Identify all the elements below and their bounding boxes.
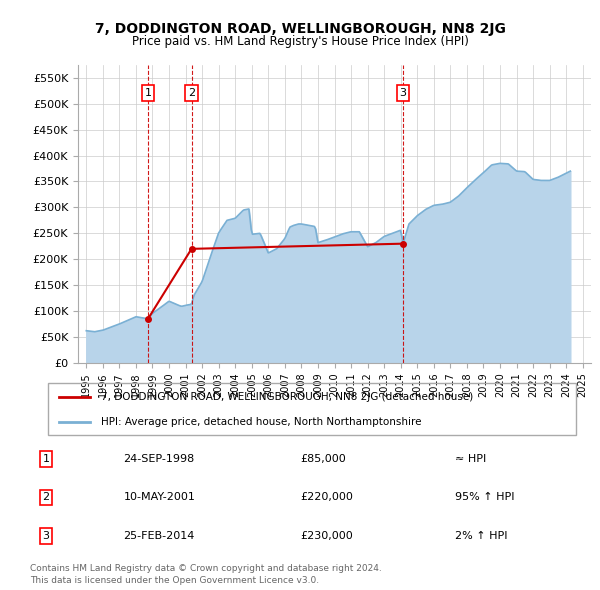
Text: 25-FEB-2014: 25-FEB-2014 xyxy=(124,531,195,541)
Text: 1: 1 xyxy=(43,454,50,464)
Text: 7, DODDINGTON ROAD, WELLINGBOROUGH, NN8 2JG (detached house): 7, DODDINGTON ROAD, WELLINGBOROUGH, NN8 … xyxy=(101,392,473,402)
Text: HPI: Average price, detached house, North Northamptonshire: HPI: Average price, detached house, Nort… xyxy=(101,417,421,427)
Text: £85,000: £85,000 xyxy=(300,454,346,464)
Text: Price paid vs. HM Land Registry's House Price Index (HPI): Price paid vs. HM Land Registry's House … xyxy=(131,35,469,48)
Text: 2: 2 xyxy=(188,88,195,98)
Text: 3: 3 xyxy=(400,88,407,98)
Text: 10-MAY-2001: 10-MAY-2001 xyxy=(124,493,195,502)
Text: 2% ↑ HPI: 2% ↑ HPI xyxy=(455,531,507,541)
Text: 95% ↑ HPI: 95% ↑ HPI xyxy=(455,493,514,502)
Text: This data is licensed under the Open Government Licence v3.0.: This data is licensed under the Open Gov… xyxy=(30,576,319,585)
Text: 3: 3 xyxy=(43,531,50,541)
Text: £220,000: £220,000 xyxy=(300,493,353,502)
Text: 24-SEP-1998: 24-SEP-1998 xyxy=(124,454,194,464)
Text: ≈ HPI: ≈ HPI xyxy=(455,454,486,464)
Text: £230,000: £230,000 xyxy=(300,531,353,541)
Text: 1: 1 xyxy=(145,88,151,98)
Text: 7, DODDINGTON ROAD, WELLINGBOROUGH, NN8 2JG: 7, DODDINGTON ROAD, WELLINGBOROUGH, NN8 … xyxy=(95,22,505,37)
Text: Contains HM Land Registry data © Crown copyright and database right 2024.: Contains HM Land Registry data © Crown c… xyxy=(30,564,382,573)
Text: 2: 2 xyxy=(43,493,50,502)
